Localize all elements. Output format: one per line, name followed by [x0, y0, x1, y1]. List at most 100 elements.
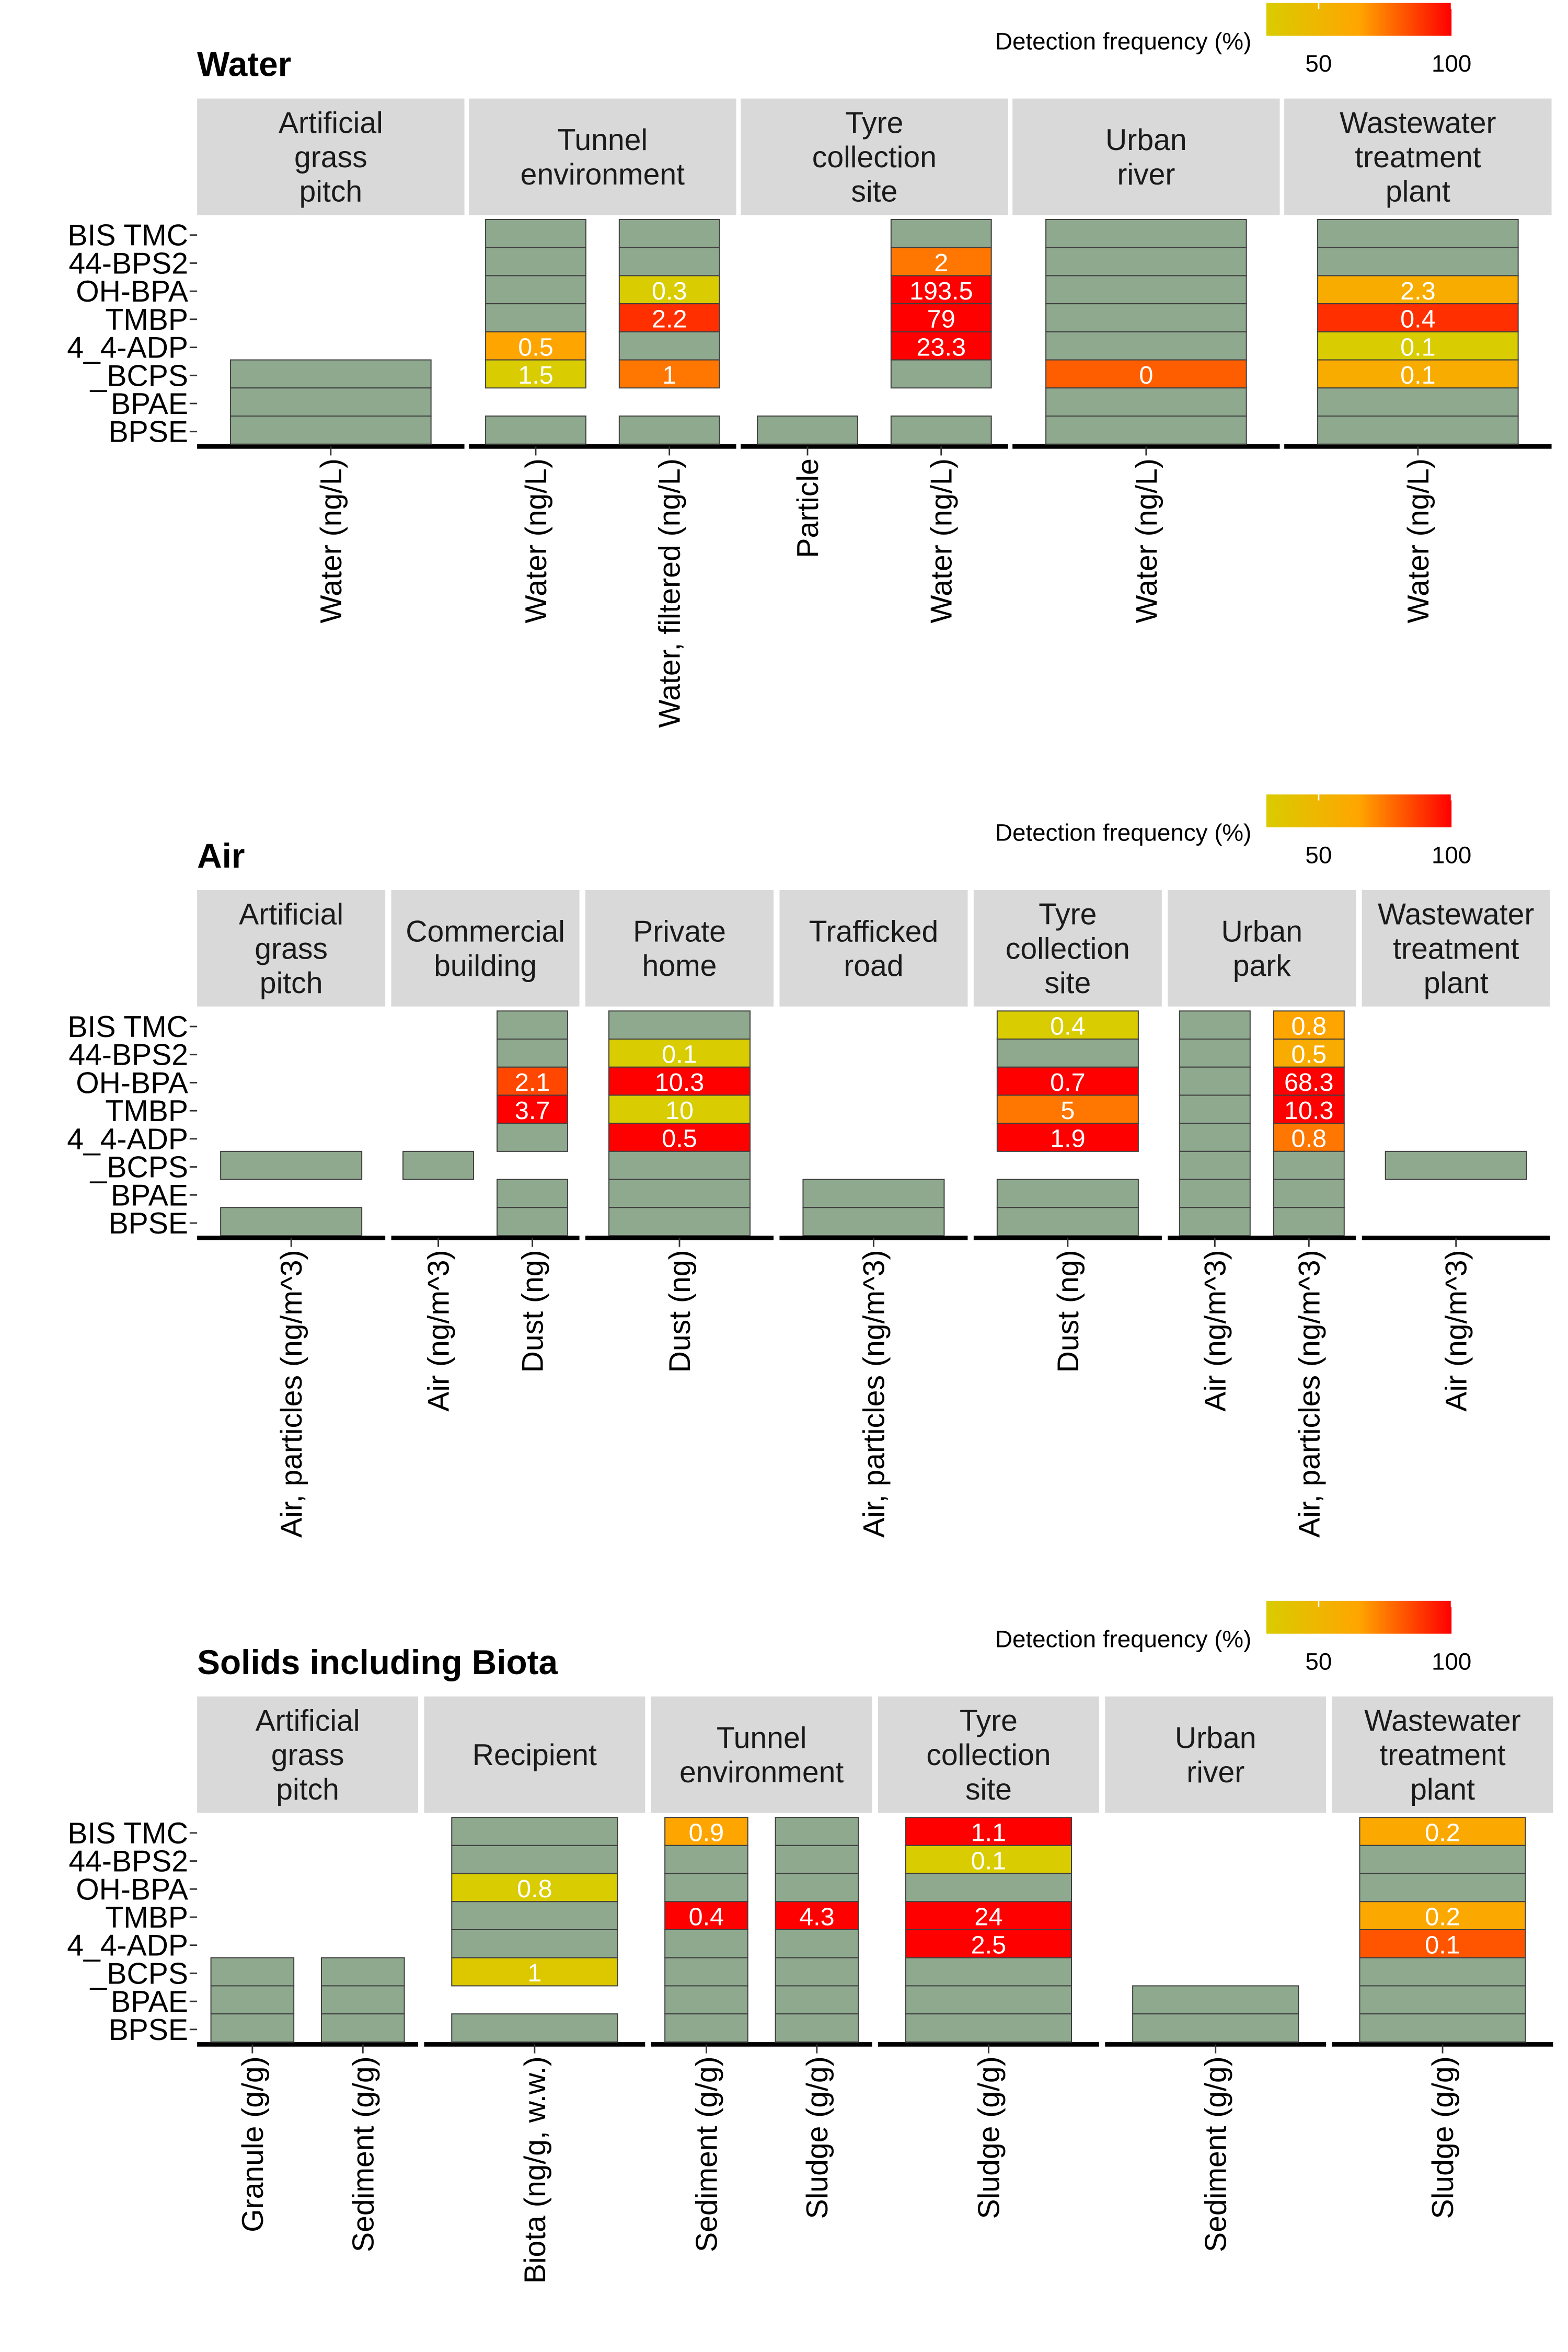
cell-value-label: 0.4 [1050, 1012, 1086, 1041]
column-label: Water (ng/L) [315, 458, 348, 623]
heatmap-cell [220, 1207, 363, 1236]
heatmap-cell [775, 1929, 859, 1958]
heatmap-cell [664, 1901, 748, 1931]
cell-value-label: 0.7 [1050, 1068, 1086, 1097]
heatmap-cell [775, 1844, 859, 1874]
heatmap-cell [996, 1039, 1139, 1068]
facet-label: plant [1410, 1773, 1475, 1806]
facet-strip [197, 1696, 418, 1813]
heatmap-cell [451, 1901, 618, 1931]
cell-value-label: 23.3 [916, 333, 966, 361]
heatmap-cell [1045, 219, 1247, 248]
column-label: Dust (ng) [516, 1250, 550, 1373]
heatmap-cell [1359, 1957, 1526, 1987]
heatmap-cell [1179, 1039, 1251, 1068]
row-label: BIS TMC [67, 1010, 188, 1044]
facet-label: Tunnel [558, 123, 648, 157]
cell-value-label: 0.2 [1425, 1819, 1460, 1847]
heatmap-cell [608, 1150, 751, 1180]
heatmap-cell [485, 416, 586, 445]
heatmap-cell [1359, 2013, 1526, 2043]
facet-label: treatment [1379, 1738, 1505, 1772]
row-label: TMBP [105, 303, 188, 337]
heatmap-cell [905, 1844, 1073, 1874]
heatmap-cell [890, 303, 992, 332]
heatmap-cell [1317, 416, 1519, 445]
facet-label: pitch [260, 966, 323, 1000]
heatmap-cell [1045, 331, 1247, 361]
cell-value-label: 3.7 [515, 1097, 550, 1125]
facet-strip [391, 890, 580, 1007]
facet-strip [1362, 890, 1550, 1007]
cell-value-label: 0.8 [1292, 1125, 1327, 1153]
heatmap-cell [1179, 1150, 1251, 1180]
heatmap-cell [608, 1179, 751, 1208]
heatmap-cell [757, 416, 858, 445]
heatmap-cell [1385, 1150, 1527, 1180]
legend-colorbar [1266, 794, 1452, 827]
heatmap-cell [664, 1844, 748, 1874]
legend-title: Detection frequency (%) [995, 1625, 1251, 1652]
heatmap-cell [210, 1985, 295, 2015]
heatmap-cell [1179, 1207, 1251, 1236]
row-label: 44-BPS2 [68, 1845, 188, 1878]
cell-value-label: 0.8 [517, 1875, 552, 1903]
heatmap-cell [664, 1957, 748, 1987]
heatmap-cell [497, 1179, 569, 1208]
cell-value-label: 4.3 [799, 1903, 835, 1931]
facet-strip [1332, 1696, 1553, 1813]
heatmap-cell [1359, 1844, 1526, 1874]
heatmap-cell [485, 247, 586, 276]
row-label: BPAE [111, 387, 188, 421]
column-label: Sediment (g/g) [690, 2056, 723, 2252]
heatmap-cell [608, 1039, 751, 1068]
column-label: Air (ng/m^3) [422, 1250, 456, 1411]
heatmap-cell [402, 1150, 475, 1180]
facet-label: collection [1006, 932, 1130, 965]
column-label: Water (ng/L) [1130, 458, 1163, 623]
facet-label: Artificial [279, 106, 383, 140]
facet-label: Tyre [1039, 898, 1097, 931]
cell-value-label: 1.5 [518, 361, 554, 389]
facet-strip [651, 1696, 872, 1813]
cell-value-label: 79 [927, 305, 955, 333]
heatmap-cell [890, 416, 992, 445]
cell-value-label: 1 [527, 1959, 541, 1987]
cell-value-label: 68.3 [1284, 1068, 1334, 1097]
column-label: Sediment (g/g) [347, 2056, 380, 2252]
cell-value-label: 1 [662, 361, 676, 389]
heatmap-cell [1317, 387, 1519, 417]
cell-value-label: 2.2 [652, 305, 687, 333]
heatmap-cell [321, 2013, 405, 2043]
column-label: Air (ng/m^3) [1198, 1250, 1232, 1411]
heatmap-cell [802, 1179, 945, 1208]
legend-tick-label: 50 [1305, 841, 1332, 868]
facet-label: Recipient [472, 1738, 597, 1772]
facet-strip [197, 890, 386, 1007]
cell-value-label: 2 [934, 249, 948, 277]
facet-strip [1105, 1696, 1327, 1813]
heatmap-cell [451, 1844, 618, 1874]
heatmap-cell [1132, 2013, 1299, 2043]
heatmap-cell [497, 1039, 569, 1068]
heatmap-cell [664, 1873, 748, 1903]
facet-label: grass [255, 932, 328, 965]
cell-value-label: 2.3 [1400, 277, 1436, 305]
facet-label: pitch [276, 1773, 339, 1806]
row-label: OH-BPA [76, 275, 188, 308]
heatmap-cell [608, 1066, 751, 1096]
heatmap-cell [890, 331, 992, 361]
cell-value-label: 0.1 [971, 1847, 1007, 1875]
heatmap-cell [1273, 1150, 1345, 1180]
row-label: BPAE [111, 1985, 188, 2019]
heatmap-cell [890, 247, 992, 276]
legend-title: Detection frequency (%) [995, 820, 1251, 846]
heatmap-cell [485, 359, 586, 389]
row-label: BPAE [111, 1179, 188, 1212]
panel-1: Water Detection frequency (%) 50 100 BIS TMC… [67, 3, 1552, 728]
legend-tick-label: 100 [1432, 1648, 1471, 1675]
heatmap-cell [618, 247, 720, 276]
facet-strip [1284, 98, 1552, 215]
facet-label: environment [521, 158, 685, 191]
heatmap-cell [497, 1207, 569, 1236]
